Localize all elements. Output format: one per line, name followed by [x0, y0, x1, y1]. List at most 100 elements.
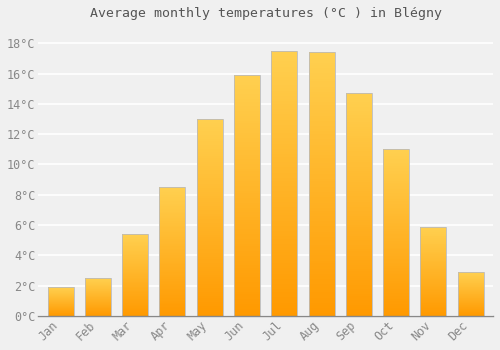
Bar — [196, 172, 223, 174]
Bar — [458, 312, 483, 313]
Bar — [271, 220, 297, 223]
Bar — [234, 193, 260, 196]
Bar — [160, 302, 186, 303]
Bar — [234, 196, 260, 198]
Bar — [234, 314, 260, 316]
Bar — [160, 201, 186, 203]
Bar — [122, 234, 148, 316]
Bar — [420, 280, 446, 281]
Bar — [85, 302, 111, 303]
Bar — [271, 199, 297, 202]
Bar — [420, 307, 446, 308]
Bar — [122, 295, 148, 296]
Bar — [346, 116, 372, 118]
Bar — [122, 234, 148, 235]
Bar — [271, 167, 297, 170]
Bar — [271, 61, 297, 64]
Bar — [234, 285, 260, 287]
Bar — [234, 82, 260, 85]
Bar — [122, 266, 148, 267]
Bar — [458, 276, 483, 277]
Bar — [383, 283, 409, 284]
Bar — [160, 222, 186, 223]
Bar — [346, 98, 372, 100]
Bar — [383, 164, 409, 166]
Bar — [383, 201, 409, 203]
Bar — [196, 249, 223, 251]
Bar — [271, 236, 297, 239]
Bar — [160, 227, 186, 229]
Bar — [122, 251, 148, 252]
Bar — [196, 160, 223, 162]
Bar — [308, 182, 334, 184]
Bar — [383, 231, 409, 233]
Bar — [122, 296, 148, 297]
Bar — [234, 94, 260, 97]
Bar — [346, 287, 372, 289]
Bar — [234, 241, 260, 244]
Bar — [271, 175, 297, 178]
Bar — [234, 104, 260, 106]
Bar — [308, 226, 334, 229]
Bar — [346, 300, 372, 303]
Bar — [234, 273, 260, 275]
Bar — [383, 236, 409, 238]
Bar — [383, 286, 409, 288]
Bar — [122, 279, 148, 280]
Bar — [122, 285, 148, 286]
Bar — [420, 245, 446, 246]
Bar — [160, 197, 186, 199]
Bar — [196, 225, 223, 227]
Bar — [160, 194, 186, 195]
Bar — [160, 203, 186, 204]
Bar — [420, 303, 446, 304]
Bar — [308, 81, 334, 84]
Bar — [383, 168, 409, 169]
Bar — [458, 310, 483, 311]
Bar — [346, 238, 372, 240]
Bar — [346, 249, 372, 251]
Bar — [234, 157, 260, 159]
Bar — [234, 172, 260, 174]
Bar — [383, 258, 409, 259]
Bar — [458, 294, 483, 295]
Bar — [383, 153, 409, 154]
Bar — [346, 225, 372, 227]
Bar — [122, 242, 148, 243]
Bar — [234, 256, 260, 258]
Bar — [383, 314, 409, 316]
Bar — [420, 301, 446, 302]
Bar — [234, 253, 260, 256]
Bar — [308, 263, 334, 266]
Bar — [160, 261, 186, 262]
Bar — [458, 292, 483, 293]
Bar — [383, 306, 409, 308]
Bar — [308, 208, 334, 210]
Bar — [234, 181, 260, 183]
Bar — [346, 280, 372, 282]
Bar — [346, 102, 372, 104]
Bar — [420, 244, 446, 245]
Bar — [271, 157, 297, 160]
Bar — [383, 199, 409, 201]
Bar — [420, 281, 446, 282]
Bar — [420, 259, 446, 260]
Bar — [458, 288, 483, 289]
Bar — [308, 221, 334, 224]
Bar — [160, 294, 186, 295]
Bar — [122, 278, 148, 279]
Bar — [234, 263, 260, 265]
Bar — [420, 229, 446, 230]
Bar — [160, 206, 186, 208]
Bar — [346, 247, 372, 249]
Bar — [196, 210, 223, 211]
Bar — [346, 205, 372, 207]
Bar — [160, 191, 186, 192]
Bar — [346, 258, 372, 260]
Bar — [196, 280, 223, 282]
Bar — [234, 292, 260, 294]
Bar — [308, 110, 334, 113]
Bar — [383, 181, 409, 183]
Bar — [196, 198, 223, 200]
Bar — [85, 305, 111, 306]
